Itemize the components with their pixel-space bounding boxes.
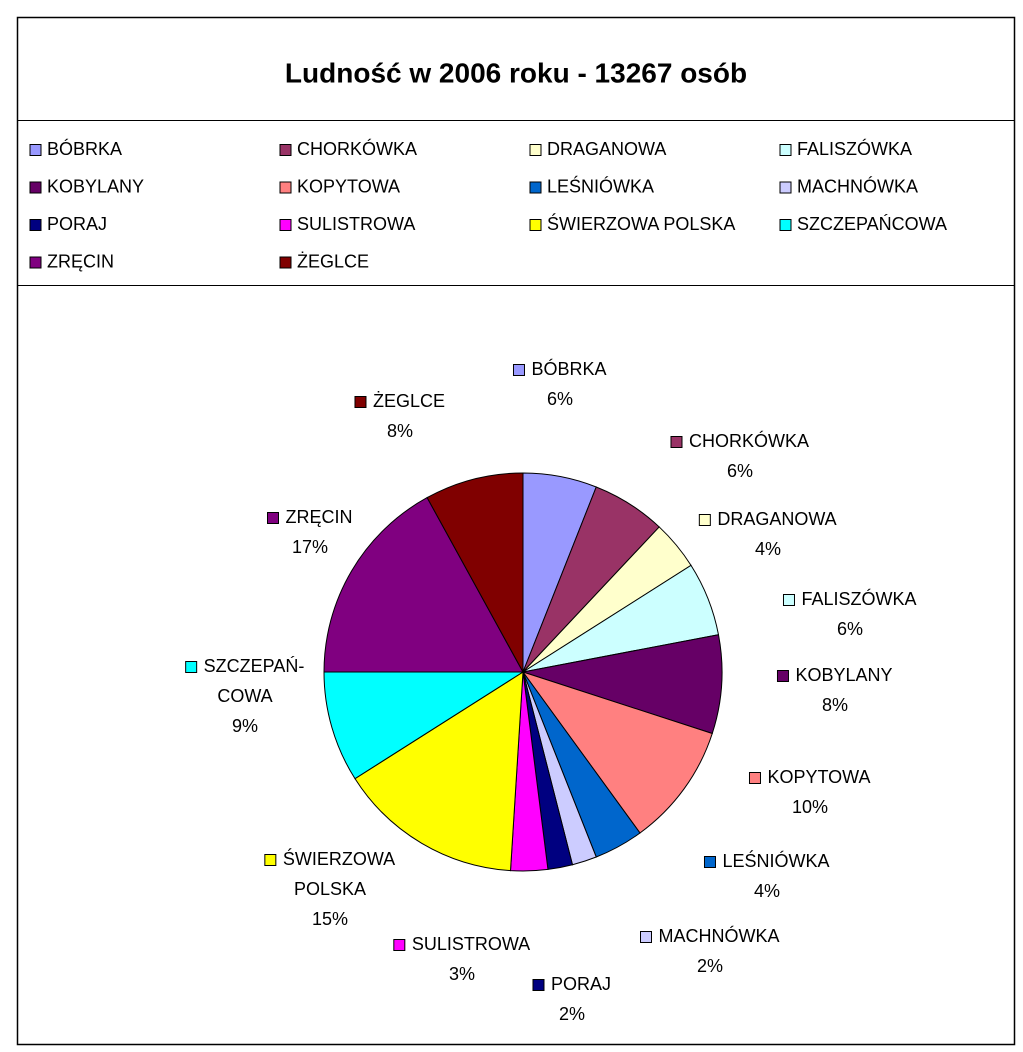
legend-swatch (279, 219, 292, 231)
legend-swatch (264, 854, 277, 866)
legend-swatch (529, 144, 542, 156)
value-label: 15% (312, 909, 348, 929)
pie-slice (522, 634, 723, 735)
legend-swatch (354, 396, 367, 408)
legend-swatch (779, 181, 792, 194)
value-label: 3% (449, 964, 475, 984)
slice-label: SULISTROWA (412, 934, 530, 954)
legend-label: MACHNÓWKA (797, 175, 918, 196)
value-label: 9% (232, 716, 258, 736)
legend-label: ZRĘCIN (47, 251, 114, 271)
slice-label: LEŚNIÓWKA (722, 850, 829, 871)
slice-label: ŚWIERZOWA (283, 848, 395, 869)
legend-label: ŻEGLCE (297, 251, 369, 271)
slice-label: SZCZEPAŃ- (204, 656, 305, 676)
legend-swatch (279, 256, 292, 269)
slice-label: DRAGANOWA (717, 509, 836, 529)
slice-label: ŻEGLCE (373, 391, 445, 411)
legend-swatch (279, 181, 292, 194)
value-label: 4% (754, 881, 780, 901)
legend-label: PORAJ (47, 214, 107, 234)
slice-label: FALISZÓWKA (801, 588, 916, 609)
legend-label: BÓBRKA (47, 138, 122, 159)
legend-swatch (29, 144, 42, 156)
slice-label: BÓBRKA (531, 358, 606, 379)
slice-label: ZRĘCIN (286, 507, 353, 527)
slice-label: CHORKÓWKA (689, 430, 809, 451)
slice-label: KOPYTOWA (767, 767, 870, 787)
legend-label: LEŚNIÓWKA (547, 175, 654, 196)
pie-slice (354, 671, 524, 872)
legend-swatch (782, 594, 795, 606)
legend-swatch (393, 939, 406, 951)
legend-swatch (185, 661, 198, 673)
legend-swatch (512, 364, 525, 376)
slice-label: COWA (217, 686, 272, 706)
pie-slice (521, 671, 713, 834)
legend-swatch (640, 931, 652, 943)
legend-swatch (532, 979, 545, 991)
legend-swatch (779, 219, 792, 231)
value-label: 6% (547, 389, 573, 409)
legend-swatch (779, 144, 792, 156)
value-label: 10% (792, 797, 828, 817)
pie-slice (323, 496, 524, 673)
legend-label: KOBYLANY (47, 176, 144, 196)
legend-swatch (267, 512, 279, 524)
value-label: 2% (559, 1004, 585, 1024)
legend-label: SZCZEPAŃCOWA (797, 214, 947, 234)
slice-label: MACHNÓWKA (659, 925, 780, 946)
value-label: 4% (755, 539, 781, 559)
legend-label: KOPYTOWA (297, 176, 400, 196)
legend-label: SULISTROWA (297, 214, 415, 234)
value-label: 8% (822, 695, 848, 715)
value-label: 17% (292, 537, 328, 557)
legend-swatch (29, 181, 42, 194)
legend-swatch (29, 219, 42, 231)
pie-slice (323, 671, 525, 780)
slice-label: KOBYLANY (795, 665, 892, 685)
chart-title: Ludność w 2006 roku - 13267 osób (285, 57, 747, 88)
legend-label: FALISZÓWKA (797, 138, 912, 159)
legend-swatch (776, 670, 789, 682)
legend-swatch (29, 256, 42, 269)
legend-label: ŚWIERZOWA POLSKA (547, 213, 735, 234)
legend-swatch (529, 181, 542, 194)
legend-swatch (698, 514, 711, 526)
slice-label: PORAJ (551, 974, 611, 994)
pie-slice (426, 472, 524, 673)
legend-label: CHORKÓWKA (297, 138, 417, 159)
value-label: 2% (697, 956, 723, 976)
legend-swatch (670, 436, 683, 448)
legend-swatch (279, 144, 292, 156)
slice-label: POLSKA (294, 879, 366, 899)
value-label: 8% (387, 421, 413, 441)
legend-swatch (529, 219, 542, 231)
value-label: 6% (727, 461, 753, 481)
legend-label: DRAGANOWA (547, 139, 666, 159)
legend-swatch (703, 856, 716, 868)
value-label: 6% (837, 619, 863, 639)
legend-swatch (748, 772, 761, 784)
